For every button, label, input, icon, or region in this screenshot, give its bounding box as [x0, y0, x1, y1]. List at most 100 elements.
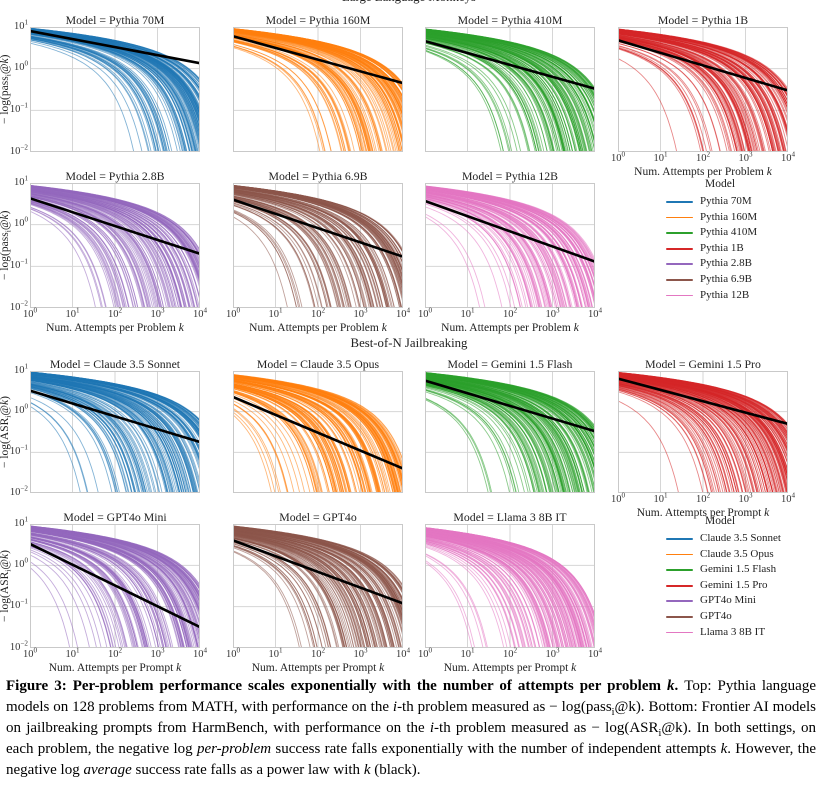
subplot-title-pythia-1b: Model = Pythia 1B — [657, 13, 749, 27]
x-tick-label: 104 — [587, 306, 603, 320]
x-tick-label: 101 — [653, 491, 668, 505]
legend-item: Pythia 1B — [660, 241, 820, 257]
legend-item-label: Claude 3.5 Opus — [700, 547, 774, 560]
x-tick-label: 102 — [107, 306, 123, 320]
power-law-fit-line — [425, 199, 595, 263]
subplot-title-pythia-6-9b: Model = Pythia 6.9B — [268, 169, 368, 183]
legend-line-swatch — [666, 232, 693, 234]
x-tick-label: 104 — [192, 646, 208, 660]
x-tick-label: 101 — [460, 646, 475, 660]
y-tick-label: 101 — [13, 362, 28, 376]
x-tick-label: 103 — [545, 646, 560, 660]
x-tick-label: 104 — [395, 306, 411, 320]
x-tick-label: 102 — [502, 306, 518, 320]
x-tick-label: 101 — [268, 646, 283, 660]
legend-title: Model — [704, 515, 736, 527]
jailbreaking-group-header: Best-of-N Jailbreaking — [350, 336, 468, 350]
y-tick-label: 101 — [13, 18, 28, 32]
plot-canvas-pythia-6-9b — [233, 183, 403, 308]
legend-item: Gemini 1.5 Flash — [660, 562, 820, 578]
power-law-fit-line — [618, 377, 788, 426]
legend-items: Claude 3.5 Sonnet Claude 3.5 Opus Gemini 1… — [660, 531, 820, 640]
x-tick-label: 101 — [65, 306, 80, 320]
legend-line-swatch — [666, 553, 693, 556]
legend-item-label: Pythia 70M — [700, 195, 752, 207]
plot-canvas-gpt4o-mini — [30, 524, 200, 648]
per-problem-curves — [30, 184, 200, 308]
figure-caption: Figure 3: Per-problem performance scales… — [6, 678, 817, 778]
y-tick-label: 10−1 — [9, 257, 28, 271]
legend-item: Claude 3.5 Opus — [660, 547, 820, 563]
x-tick-label: 103 — [150, 646, 165, 660]
x-tick-label: 100 — [22, 646, 38, 660]
legend-item-label: Llama 3 8B IT — [700, 625, 766, 638]
plot-canvas-gemini-1-5-flash — [425, 371, 595, 493]
y-tick-label: 100 — [13, 556, 28, 570]
subplot-title-pythia-70m: Model = Pythia 70M — [65, 13, 165, 27]
x-axis-label: Num. Attempts per Prompt k — [48, 662, 182, 674]
x-tick-label: 101 — [268, 306, 283, 320]
per-problem-curves — [30, 525, 200, 648]
power-law-fit-line — [30, 29, 200, 65]
legend-item: Pythia 70M — [660, 194, 820, 210]
power-law-fit-line — [233, 539, 403, 605]
y-tick-label: 100 — [13, 402, 28, 417]
legend-item: Llama 3 8B IT — [660, 625, 820, 641]
subplot-title-claude-3-5-sonnet: Model = Claude 3.5 Sonnet — [49, 357, 181, 371]
power-law-fit-line — [233, 34, 403, 85]
legend-line-swatch — [666, 569, 693, 571]
legend-item-label: Gemini 1.5 Pro — [700, 578, 768, 591]
legend-item: Pythia 12B — [660, 288, 820, 304]
plot-canvas-pythia-160m — [233, 27, 403, 152]
legend-item-label: Pythia 12B — [700, 288, 750, 301]
legend-line-swatch — [666, 247, 693, 250]
legend-item-label: Pythia 160M — [700, 210, 758, 223]
pythia-model-legend: Model Pythia 70M Pythia 160M Pythia 410M Py… — [660, 178, 820, 303]
plot-canvas-pythia-2-8b — [30, 183, 200, 308]
legend-item: Pythia 2.8B — [660, 256, 820, 272]
x-tick-label: 102 — [502, 646, 518, 660]
plot-canvas-pythia-70m — [30, 27, 200, 152]
x-tick-label: 104 — [192, 306, 208, 320]
subplot-title-gemini-1-5-flash: Model = Gemini 1.5 Flash — [447, 357, 573, 371]
legend-line-swatch — [666, 201, 693, 203]
legend-item-label: Claude 3.5 Sonnet — [700, 532, 781, 544]
legend-item: Pythia 160M — [660, 210, 820, 226]
x-tick-label: 104 — [587, 646, 603, 660]
x-tick-label: 103 — [545, 306, 560, 320]
y-axis-label: − log(passi@k) — [0, 210, 13, 281]
plot-canvas-llama-3-8b-it — [425, 524, 595, 648]
y-tick-label: 101 — [13, 174, 28, 188]
legend-item: GPT4o — [660, 609, 820, 625]
legend-line-swatch — [666, 538, 693, 540]
legend-item-label: GPT4o — [700, 609, 732, 622]
x-tick-label: 101 — [653, 150, 668, 164]
power-law-fit-line — [618, 39, 788, 92]
frontier-model-legend: Model Claude 3.5 Sonnet Claude 3.5 Opus Ge… — [660, 515, 820, 640]
plot-canvas-pythia-12b — [425, 183, 595, 308]
x-tick-label: 101 — [65, 646, 80, 660]
x-tick-label: 102 — [107, 646, 123, 660]
x-tick-label: 103 — [150, 306, 165, 320]
legend-line-swatch — [666, 216, 693, 219]
top-group-header-text: Large Language Monkeys — [30, 0, 788, 5]
x-tick-label: 100 — [417, 646, 433, 660]
power-law-fit-line — [425, 379, 595, 433]
power-law-fit-line — [30, 542, 200, 629]
legend-item-label: Gemini 1.5 Flash — [700, 563, 777, 576]
per-problem-curves — [425, 28, 595, 152]
subplot-title-claude-3-5-opus: Model = Claude 3.5 Opus — [256, 357, 380, 371]
x-tick-label: 104 — [780, 491, 796, 505]
x-tick-label: 100 — [417, 306, 433, 320]
plot-canvas-claude-3-5-sonnet — [30, 371, 200, 493]
x-tick-label: 103 — [738, 491, 753, 505]
y-axis-label: − log(ASRi@k) — [0, 396, 13, 468]
legend-item-label: Pythia 6.9B — [700, 272, 752, 285]
y-tick-label: 10−1 — [9, 597, 28, 612]
y-tick-label: 100 — [13, 59, 28, 74]
y-tick-label: 10−2 — [9, 299, 28, 313]
x-tick-label: 102 — [695, 150, 711, 164]
y-tick-label: 10−2 — [9, 639, 28, 653]
subplot-title-llama-3-8b-it: Model = Llama 3 8B IT — [453, 510, 567, 524]
